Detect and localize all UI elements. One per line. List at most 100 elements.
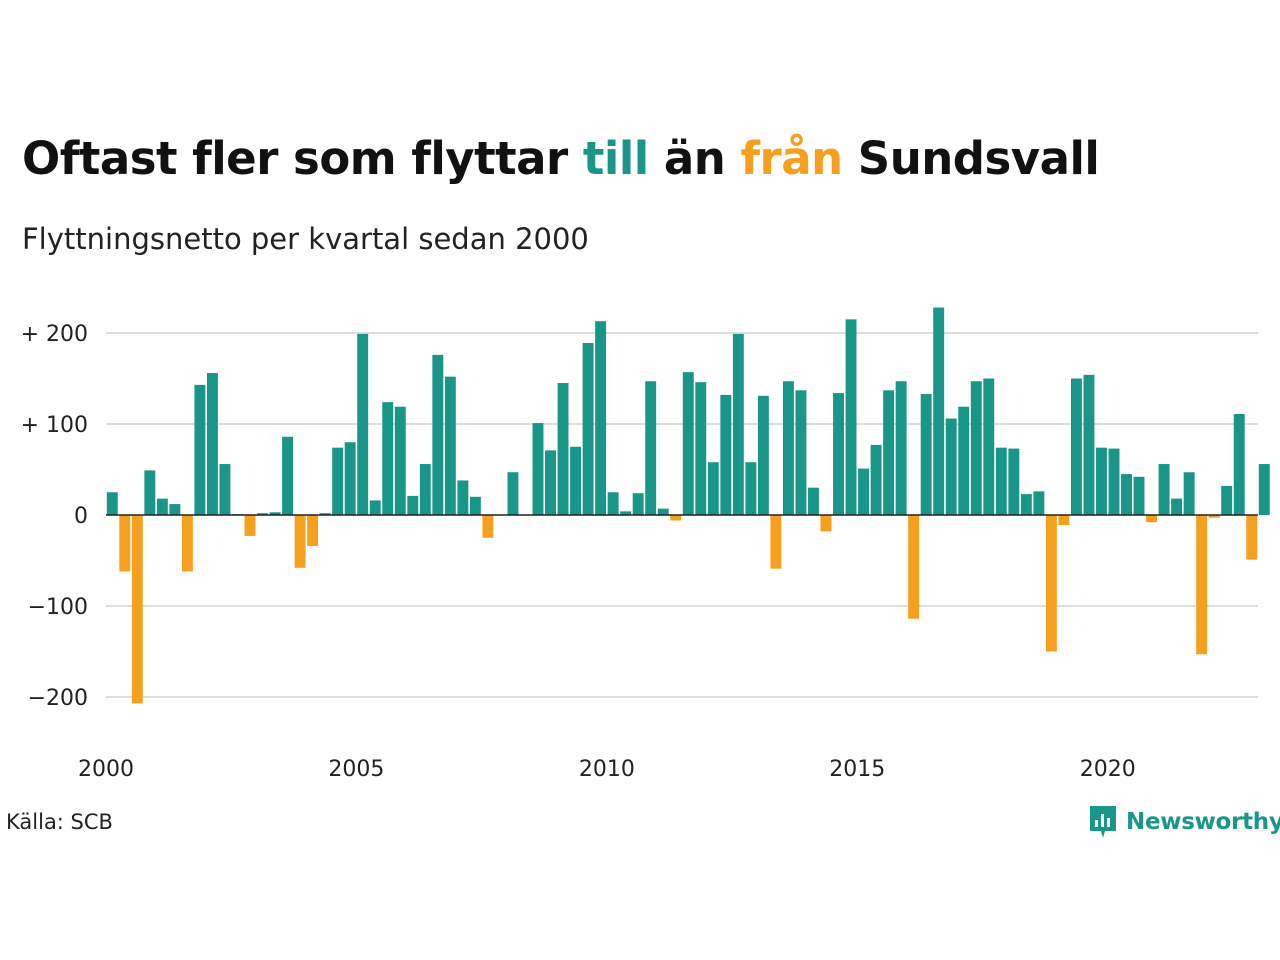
bar: [920, 393, 932, 515]
bar: [119, 515, 131, 572]
bar: [332, 447, 344, 515]
bar: [469, 496, 481, 515]
x-tick-label: 2010: [579, 757, 635, 782]
bar: [1258, 464, 1270, 515]
bar: [1070, 378, 1082, 515]
bar: [106, 492, 118, 515]
bar: [732, 333, 744, 515]
bar: [1183, 472, 1195, 515]
bar: [244, 515, 256, 536]
x-tick-label: 2020: [1080, 757, 1136, 782]
bar: [895, 381, 907, 515]
bar: [995, 447, 1007, 515]
bar: [1121, 474, 1132, 515]
bar: [858, 468, 870, 515]
bar: [582, 343, 594, 515]
logo-text: Newsworthy: [1126, 809, 1280, 835]
bar: [933, 307, 945, 515]
bar: [269, 512, 281, 515]
bar-chart: + 200 + 100 0 −100 −200 2000 2005 2010 2015 2020: [21, 307, 1270, 782]
bar: [1058, 515, 1070, 526]
chart-title: Oftast fler som flyttar till än från Sun…: [22, 132, 1100, 185]
bar: [1096, 447, 1107, 515]
bar: [1020, 494, 1032, 515]
title-fran: från: [740, 132, 843, 185]
title-part-2: än: [648, 132, 741, 185]
bar: [657, 508, 669, 515]
bar: [457, 480, 469, 515]
bar: [369, 500, 381, 515]
bar: [482, 515, 494, 538]
bar: [1246, 515, 1258, 560]
bar: [357, 333, 369, 515]
bar: [181, 515, 193, 572]
bar: [131, 515, 143, 704]
bar-series: [106, 307, 1270, 704]
bar: [432, 354, 444, 515]
bar: [444, 376, 456, 515]
bar: [507, 472, 519, 515]
x-tick-label: 2005: [328, 757, 384, 782]
bar: [144, 470, 156, 515]
source-note: Källa: SCB: [6, 810, 113, 834]
bar: [1008, 448, 1020, 515]
bar: [757, 395, 769, 515]
bar: [194, 384, 206, 515]
bar: [845, 319, 857, 515]
y-tick-label: −100: [28, 595, 88, 620]
bar: [808, 487, 819, 515]
bar: [382, 402, 394, 515]
bar: [1045, 515, 1057, 652]
bar: [294, 515, 306, 568]
bar: [557, 383, 569, 515]
bar: [1146, 515, 1158, 523]
bar: [795, 390, 807, 515]
bar: [958, 406, 970, 515]
chart-subtitle: Flyttningsnetto per kvartal sedan 2000: [22, 222, 589, 256]
bar: [1108, 448, 1120, 515]
bar: [607, 492, 619, 515]
bar: [983, 378, 995, 515]
bar: [257, 513, 268, 515]
bar: [820, 515, 832, 532]
bar: [883, 390, 895, 515]
y-axis: + 200 + 100 0 −100 −200: [21, 322, 88, 711]
y-tick-label: 0: [74, 504, 88, 529]
bar: [419, 464, 431, 515]
bar: [344, 442, 356, 515]
title-part-3: Sundsvall: [842, 132, 1100, 185]
bar: [156, 498, 168, 515]
y-tick-label: + 200: [21, 322, 88, 347]
y-tick-label: + 100: [21, 413, 88, 438]
bar: [833, 393, 844, 515]
newsworthy-logo: Newsworthy: [1088, 804, 1280, 840]
bar: [720, 394, 732, 515]
bar: [1033, 491, 1045, 515]
bar: [570, 446, 582, 515]
bar: [595, 321, 607, 515]
bar: [970, 381, 982, 515]
bar: [682, 372, 694, 515]
bar: [1208, 515, 1220, 518]
gridlines: [106, 332, 1258, 698]
bar: [620, 511, 632, 515]
bar: [1233, 413, 1245, 515]
bar: [695, 382, 707, 515]
title-till: till: [582, 132, 649, 185]
bar: [645, 381, 657, 515]
bar: [1221, 485, 1233, 515]
bar: [169, 504, 181, 515]
title-part-1: Oftast fler som flyttar: [22, 132, 583, 185]
x-axis: 2000 2005 2010 2015 2020: [78, 757, 1136, 782]
bar: [394, 406, 406, 515]
y-tick-label: −200: [28, 686, 88, 711]
bar: [745, 462, 757, 515]
bar: [707, 462, 719, 515]
bar: [945, 418, 957, 515]
bar: [545, 450, 556, 515]
bar: [908, 515, 920, 619]
bar: [1196, 515, 1208, 655]
bar: [219, 464, 231, 515]
bar: [1133, 476, 1145, 515]
bar: [319, 513, 331, 515]
